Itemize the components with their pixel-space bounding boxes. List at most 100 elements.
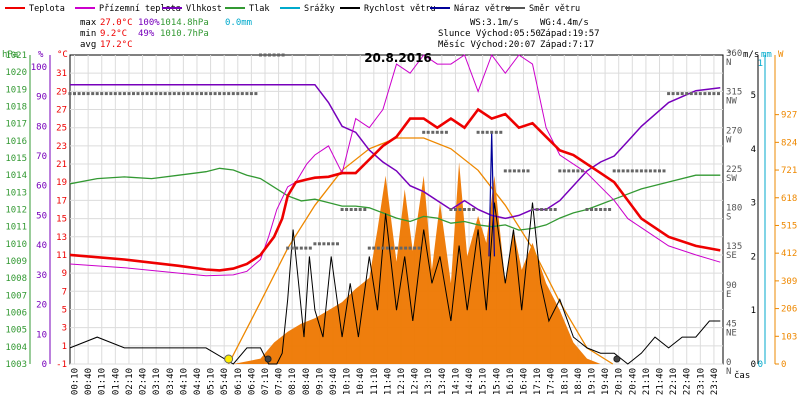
wind-direction-point [540, 208, 544, 211]
wind-direction-point [317, 242, 321, 246]
wind-direction-point [408, 246, 412, 250]
wind-direction-point [567, 169, 571, 173]
x-tick-label: 11:10 [370, 368, 380, 395]
direction-compass-label: N [726, 367, 731, 377]
wind-direction-point [644, 169, 648, 173]
wind-direction-point [259, 53, 262, 57]
info-moonset: Západ:7:17 [540, 40, 594, 50]
wind-direction-point [653, 169, 657, 173]
pct-tick-label: 60 [36, 182, 47, 192]
legend: Teplota Přízemní teplota Vlhkost Tlak Srážky… [5, 4, 580, 14]
pct-tick-label: 40 [36, 241, 47, 251]
pct-tick-label: 100 [31, 63, 47, 73]
wind-direction-point [512, 169, 516, 173]
wind-direction-point [186, 92, 190, 96]
wind-direction-point [122, 92, 126, 96]
pct-tick-label: 10 [36, 330, 47, 340]
x-tick-label: 13:40 [438, 368, 448, 395]
hpa-tick-label: 1008 [5, 274, 27, 284]
direction-deg-label: 270 [726, 126, 742, 136]
hpa-tick-label: 1014 [5, 171, 27, 181]
info-ws: WS:3.1m/s [470, 18, 519, 28]
wind-direction-point [254, 92, 258, 96]
wind-direction-point [195, 92, 199, 96]
x-tick-label: 20:10 [615, 368, 625, 395]
wind-direction-point [313, 242, 317, 246]
direction-compass-label: SE [726, 251, 737, 261]
x-tick-label: 07:10 [261, 368, 271, 395]
wind-direction-point [231, 92, 235, 96]
ms-tick-label: 1 [751, 306, 756, 316]
wind-direction-point [68, 92, 72, 96]
pct-tick-label: 20 [36, 301, 47, 311]
unit-w: W [778, 50, 784, 60]
wind-direction-point [621, 169, 625, 173]
wind-direction-point [549, 208, 553, 211]
w-tick-label: 0 [781, 360, 786, 370]
wind-direction-point [132, 92, 135, 96]
x-tick-label: 05:40 [220, 368, 230, 395]
wind-direction-point [136, 92, 140, 96]
wind-direction-point [444, 130, 448, 134]
wind-direction-point [707, 92, 711, 96]
celsius-tick-label: 7 [62, 287, 67, 297]
x-tick-label: 00:40 [84, 368, 94, 395]
wind-direction-point [100, 92, 104, 96]
wind-direction-point [327, 242, 330, 246]
wind-direction-point [295, 246, 299, 250]
wind-direction-point [236, 92, 240, 96]
x-tick-label: 10:10 [343, 368, 353, 395]
wind-direction-point [336, 242, 339, 246]
wind-direction-point [417, 246, 421, 250]
direction-compass-label: N [726, 58, 731, 68]
wind-direction-point [163, 92, 167, 96]
direction-deg-label: 225 [726, 165, 742, 175]
wind-direction-point [145, 92, 149, 96]
w-tick-label: 412 [781, 249, 797, 259]
wind-direction-point [712, 92, 716, 96]
wind-direction-point [304, 246, 308, 250]
celsius-tick-label: 19 [56, 178, 67, 188]
wind-direction-point [630, 169, 634, 173]
wind-direction-point [413, 246, 417, 250]
wind-direction-point [390, 246, 394, 250]
legend-label: Přízemní teplota [99, 4, 181, 14]
direction-deg-label: 360 [726, 49, 742, 59]
x-tick-label: 18:10 [560, 368, 570, 395]
ms-tick-label: 4 [751, 145, 756, 155]
wind-direction-point [263, 53, 267, 57]
wind-direction-point [558, 169, 562, 173]
hpa-tick-label: 1021 [5, 51, 27, 61]
legend-label: Srážky [304, 4, 335, 14]
wind-direction-point [490, 130, 494, 134]
hpa-tick-label: 1009 [5, 257, 27, 267]
sunrise-marker [224, 354, 234, 364]
legend-label: Tlak [249, 4, 269, 14]
x-tick-label: 01:40 [111, 368, 121, 395]
wind-direction-point [127, 92, 131, 96]
wind-direction-point [671, 92, 675, 96]
celsius-tick-label: 13 [56, 233, 67, 243]
x-tick-label: 06:40 [247, 368, 257, 395]
x-tick-label: 03:10 [152, 368, 162, 395]
legend-label: Teplota [29, 4, 65, 14]
wind-direction-point [141, 92, 145, 96]
wind-direction-point [113, 92, 117, 96]
direction-compass-label: S [726, 213, 731, 223]
x-tick-label: 03:40 [166, 368, 176, 395]
wind-direction-point [363, 208, 367, 211]
celsius-tick-label: 23 [56, 142, 67, 152]
x-tick-label: 22:10 [669, 368, 679, 395]
wind-direction-point [440, 130, 444, 134]
summary-max-rain: 0.0mm [225, 18, 252, 28]
wind-direction-point [658, 169, 661, 173]
wind-direction-point [268, 53, 271, 57]
wind-direction-point [159, 92, 163, 96]
x-tick-label: 10:40 [356, 368, 366, 395]
x-tick-label: 12:40 [411, 368, 421, 395]
x-tick-label: 16:10 [506, 368, 516, 395]
x-tick-label: 06:10 [234, 368, 244, 395]
hpa-tick-label: 1012 [5, 206, 27, 216]
wind-direction-point [213, 92, 217, 96]
